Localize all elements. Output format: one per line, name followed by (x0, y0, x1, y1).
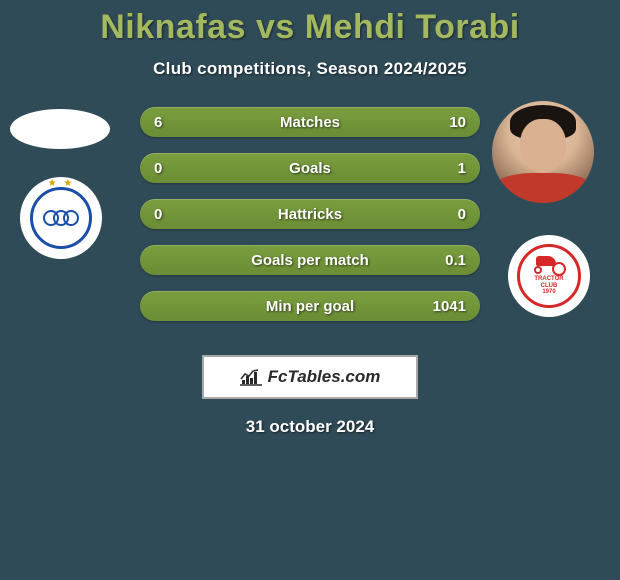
bar-chart-icon (240, 368, 262, 386)
stat-right-value: 1041 (433, 298, 466, 315)
stat-right-value: 0.1 (445, 252, 466, 269)
tractor-icon (534, 256, 564, 274)
stat-pill-stack: 6 Matches 10 0 Goals 1 0 Hattricks 0 Goa… (140, 107, 480, 337)
footer-date: 31 october 2024 (0, 417, 620, 437)
stat-label: Min per goal (140, 298, 480, 315)
player2-club-badge: TRACTOR CLUB 1970 (508, 235, 590, 317)
brand-box[interactable]: FcTables.com (202, 355, 418, 399)
stat-label: Goals per match (140, 252, 480, 269)
stat-row-matches: 6 Matches 10 (140, 107, 480, 137)
stat-row-goals-per-match: Goals per match 0.1 (140, 245, 480, 275)
stat-right-value: 10 (449, 114, 466, 131)
stat-row-goals: 0 Goals 1 (140, 153, 480, 183)
subtitle: Club competitions, Season 2024/2025 (0, 59, 620, 79)
player1-avatar (10, 109, 110, 149)
vs-separator: vs (256, 8, 295, 46)
stat-left-value: 6 (154, 114, 162, 131)
club-right-top: TRACTOR (534, 276, 563, 282)
stat-left-value: 0 (154, 160, 162, 177)
stats-area: ★ ★ TRACTOR (0, 107, 620, 347)
player1-club-badge: ★ ★ (20, 177, 102, 259)
player1-name: Niknafas (100, 8, 246, 46)
club-right-mid: CLUB (541, 283, 558, 289)
stat-right-value: 0 (458, 206, 466, 223)
stat-label: Goals (140, 160, 480, 177)
brand-text: FcTables.com (268, 367, 381, 387)
club-right-year: 1970 (542, 289, 555, 295)
star-icon: ★ ★ (33, 178, 89, 189)
stat-label: Matches (140, 114, 480, 131)
stat-row-min-per-goal: Min per goal 1041 (140, 291, 480, 321)
player2-name: Mehdi Torabi (305, 8, 520, 46)
stat-right-value: 1 (458, 160, 466, 177)
rings-icon (43, 208, 79, 228)
page-title: Niknafas vs Mehdi Torabi (0, 8, 620, 47)
stat-label: Hattricks (140, 206, 480, 223)
player2-avatar (492, 101, 594, 203)
comparison-card: Niknafas vs Mehdi Torabi Club competitio… (0, 0, 620, 437)
stat-row-hattricks: 0 Hattricks 0 (140, 199, 480, 229)
stat-left-value: 0 (154, 206, 162, 223)
